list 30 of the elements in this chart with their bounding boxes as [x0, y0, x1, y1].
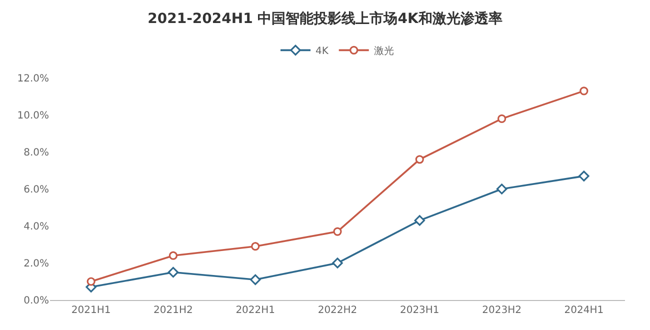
- y-tick-label: 4.0%: [24, 222, 49, 232]
- x-tick-label: 2022H2: [318, 305, 358, 316]
- point: [496, 184, 508, 194]
- point: [580, 86, 588, 96]
- y-tick-label: 0.0%: [24, 296, 49, 306]
- x-tick-label: 2024H1: [564, 305, 604, 316]
- x-tick-label: 2021H2: [154, 305, 193, 316]
- x-tick-label: 2021H1: [71, 305, 111, 316]
- chart-title: 2021-2024H1 中国智能投影线上市场4K和激光渗透率: [148, 10, 502, 27]
- point: [251, 242, 260, 251]
- point: [332, 258, 343, 268]
- y-tick-label: 2.0%: [24, 258, 49, 270]
- y-tick-label: 6.0%: [24, 184, 49, 196]
- x-tick-label: 2022H1: [236, 305, 276, 316]
- point: [168, 266, 179, 278]
- point: [578, 170, 590, 182]
- x-tick-label: 2023H2: [482, 305, 522, 316]
- y-tick-label: 8.0%: [24, 148, 49, 158]
- legend-label: 激光: [374, 45, 394, 58]
- y-tick-label: 10.0%: [17, 110, 49, 122]
- point: [86, 277, 96, 286]
- point: [333, 227, 342, 236]
- point: [415, 155, 424, 164]
- point: [250, 274, 261, 285]
- legend-label: 4K: [316, 46, 329, 58]
- point: [414, 215, 425, 226]
- y-tick-label: 12.0%: [17, 74, 49, 84]
- x-tick-label: 2023H1: [400, 305, 440, 316]
- point: [497, 114, 506, 123]
- point: [168, 251, 178, 260]
